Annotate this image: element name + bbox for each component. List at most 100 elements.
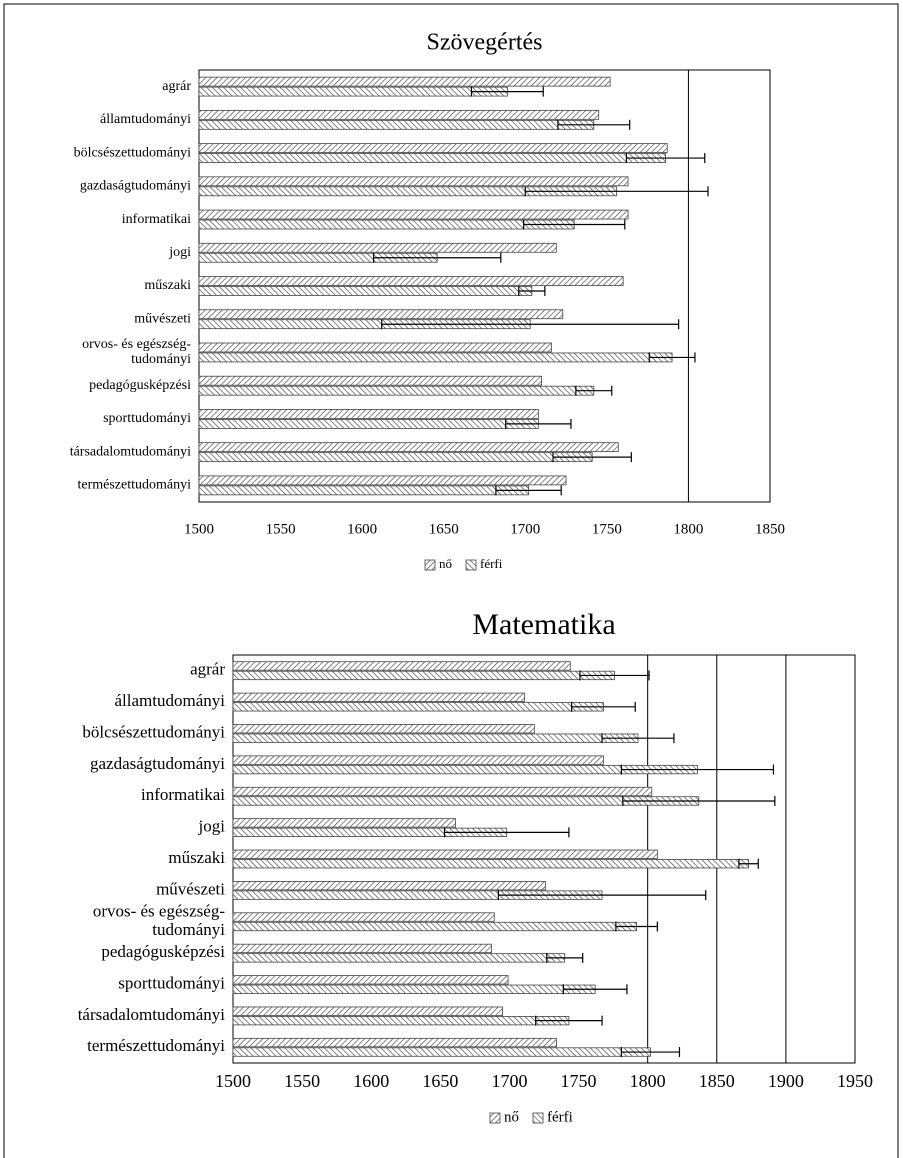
bar — [198, 442, 619, 453]
bar — [198, 76, 611, 87]
error-bar — [523, 219, 626, 230]
bar — [232, 859, 749, 869]
error-bar — [372, 252, 502, 263]
bar — [198, 176, 629, 187]
y-tick-label: bölcsészettudományi — [82, 722, 225, 741]
y-tick-label: pedagógusképzési — [101, 942, 225, 961]
x-tick-label: 1700 — [491, 1071, 527, 1091]
bar — [232, 755, 604, 765]
error-bar — [546, 952, 584, 963]
bar — [232, 953, 566, 963]
plot-frame — [232, 654, 856, 1064]
bar — [232, 849, 658, 859]
error-bar — [535, 1015, 603, 1026]
bar — [232, 1047, 651, 1057]
chart-title: Matematika — [472, 608, 615, 641]
y-tick-label: agrár — [162, 79, 191, 94]
bar — [198, 242, 557, 253]
bar — [232, 1037, 557, 1048]
x-tick-label: 1550 — [284, 1071, 320, 1091]
x-tick-label: 1550 — [266, 521, 296, 537]
bar — [198, 109, 600, 120]
bar — [198, 385, 595, 396]
error-bar — [620, 764, 775, 775]
error-bar — [518, 285, 546, 296]
bar — [198, 86, 508, 97]
bar — [198, 286, 533, 296]
legend-swatch — [465, 559, 477, 571]
legend-swatch — [489, 1112, 501, 1124]
x-tick-label: 1500 — [215, 1071, 251, 1091]
x-tick-label: 1600 — [353, 1071, 389, 1091]
bar — [232, 661, 571, 671]
bar — [232, 724, 535, 734]
error-bar — [571, 701, 636, 712]
y-tick-label: gazdaságtudományi — [80, 179, 191, 194]
y-tick-label: gazdaságtudományi — [90, 754, 225, 773]
y-tick-label: természettudományi — [77, 478, 191, 493]
error-bar — [443, 827, 570, 838]
legend-label: nő — [504, 1109, 519, 1125]
bar — [232, 818, 456, 828]
bar — [198, 419, 539, 429]
bar — [198, 219, 575, 230]
y-tick-label: államtudományi — [115, 691, 226, 710]
x-tick-label: 1700 — [510, 521, 540, 537]
x-tick-label: 1850 — [755, 521, 785, 537]
bar — [232, 702, 604, 712]
y-tick-label: műszaki — [168, 848, 225, 867]
legend-swatch — [532, 1112, 544, 1124]
error-bar — [524, 186, 709, 197]
y-tick-label: bölcsészettudományi — [74, 145, 192, 160]
bar — [198, 309, 564, 320]
bar — [198, 409, 539, 419]
error-bar — [601, 733, 675, 744]
error-bar — [625, 153, 706, 164]
error-bar — [497, 890, 707, 901]
error-bar — [470, 86, 544, 97]
bar — [232, 692, 526, 702]
plot-frame — [198, 69, 771, 503]
error-bar — [579, 670, 650, 681]
error-bar — [648, 352, 696, 363]
y-tick-label: társadalomtudományi — [78, 1005, 226, 1024]
y-tick-label: agrár — [190, 660, 225, 679]
error-bar — [738, 858, 759, 869]
y-tick-label: orvos- és egészség-tudományi — [93, 901, 226, 939]
bar — [198, 452, 593, 463]
y-tick-label: jogi — [198, 817, 226, 836]
y-tick-label: sporttudományi — [103, 411, 191, 426]
x-tick-label: 1850 — [699, 1071, 735, 1091]
error-bar — [615, 921, 658, 932]
bar — [232, 786, 653, 797]
legend-label: nő — [439, 556, 452, 571]
y-tick-label: informatikai — [122, 212, 191, 227]
bar — [232, 984, 596, 994]
bar — [198, 352, 673, 363]
x-tick-label: 1650 — [422, 1071, 458, 1091]
y-tick-label: művészeti — [156, 879, 225, 898]
x-tick-label: 1900 — [768, 1071, 804, 1091]
bar — [232, 943, 492, 954]
bar — [232, 1006, 503, 1016]
error-bar — [381, 319, 680, 330]
bar — [198, 475, 567, 486]
y-tick-label: államtudományi — [100, 112, 191, 127]
bar — [198, 143, 668, 153]
x-tick-label: 1800 — [630, 1071, 666, 1091]
y-tick-label: pedagógusképzési — [89, 378, 191, 393]
y-tick-label: társadalomtudományi — [70, 444, 191, 459]
x-tick-label: 1750 — [561, 1071, 597, 1091]
error-bar — [620, 1047, 681, 1058]
bar — [232, 733, 639, 743]
bar — [198, 119, 595, 130]
chart-title: Szövegértés — [427, 30, 543, 56]
bar — [232, 921, 638, 932]
x-tick-label: 1500 — [184, 521, 214, 537]
error-bar — [505, 418, 572, 429]
bar — [198, 342, 552, 353]
legend-label: férfi — [480, 556, 503, 571]
bar — [232, 975, 509, 985]
bar — [198, 209, 629, 220]
